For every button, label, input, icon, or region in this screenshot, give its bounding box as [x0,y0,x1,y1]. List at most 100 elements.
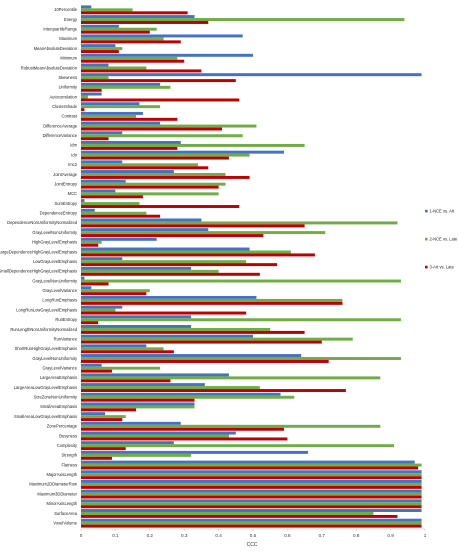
bar-2-21 [81,211,147,215]
bar-3-11 [81,117,178,121]
bar-3-13 [81,137,109,141]
bar-1-50 [81,489,422,493]
bar-2-19 [81,192,219,196]
bar-3-15 [81,156,229,160]
x-tick-label: 0.6 [284,533,291,538]
category-label: GrayLevelVariance [42,365,77,370]
bar-3-51 [81,505,422,509]
legend-swatch-3 [425,265,428,269]
legend-label-2: 2-NCE vs. Late [430,237,458,242]
bar-1-36 [81,354,302,358]
bar-1-24 [81,237,157,241]
category-label: InterquartileRange [43,27,77,32]
bar-2-35 [81,347,164,351]
bar-2-0 [81,8,133,12]
bar-3-46 [81,456,112,460]
bar-2-50 [81,492,422,496]
bar-3-49 [81,485,422,489]
category-label: SumEntropy [54,201,77,206]
x-tick-label: 0.8 [353,533,360,538]
bar-2-44 [81,434,229,438]
bar-3-44 [81,437,288,441]
bar-2-4 [81,47,123,51]
category-label: LongRunEmphasis [42,298,77,303]
bar-2-52 [81,511,374,515]
bar-3-10 [81,108,85,112]
category-label: SizeZoneNonUniformity [34,395,78,400]
bar-2-34 [81,337,353,341]
bar-2-43 [81,424,381,428]
bar-2-16 [81,163,198,167]
x-axis: 0 0.1 0.2 0.3 0.4 0.5 0.6 0.7 0.8 0.9 1 [80,528,427,538]
bar-1-4 [81,44,116,48]
bar-1-32 [81,315,192,319]
bar-1-29 [81,286,92,290]
bar-1-40 [81,392,281,396]
category-label: LongRunLowGrayLevelEmphasis [16,307,77,312]
bar-3-35 [81,350,174,354]
bar-3-17 [81,175,250,179]
category-label: GrayLevelNonUniformity [32,356,78,361]
bar-2-26 [81,260,247,264]
bar-2-33 [81,327,271,331]
bar-2-9 [81,95,88,99]
bar-1-37 [81,363,102,367]
category-label: Energy [64,17,78,22]
category-label: Flatness [62,462,77,467]
bar-3-4 [81,50,119,54]
bar-1-49 [81,479,422,483]
bar-1-16 [81,160,123,164]
bar-2-12 [81,124,257,128]
bar-2-47 [81,463,422,467]
category-label: RunEntropy [55,317,78,322]
bar-2-3 [81,37,164,41]
bar-1-33 [81,325,192,328]
bar-1-22 [81,218,202,222]
bar-2-22 [81,221,398,225]
bar-1-6 [81,63,109,67]
bar-2-39 [81,386,260,390]
bar-1-2 [81,24,119,28]
category-label: Idm [70,143,77,148]
bar-1-53 [81,518,422,522]
bar-1-44 [81,431,236,435]
category-label: Autocorrelation [49,94,77,99]
bar-2-45 [81,444,395,448]
category-labels: 10Percentile Energy InterquartileRange Maxi… [0,7,78,525]
category-label: JointAverage [53,172,78,177]
bar-2-2 [81,27,157,31]
bar-1-27 [81,266,192,270]
category-label: GrayLevelNonUniformity [32,230,78,235]
x-tick-label: 0.9 [387,533,394,538]
bar-3-40 [81,398,195,402]
bar-3-21 [81,214,161,218]
bar-3-20 [81,205,240,208]
bar-1-18 [81,179,126,183]
category-label: GrayLevelNonUniformity [32,278,78,283]
category-label: LowGrayLevelEmphasis [33,259,77,264]
category-label: RobustMeanAbsoluteDeviation [21,65,78,70]
bar-3-42 [81,418,123,422]
category-label: SurfaceArea [54,511,77,516]
bar-1-35 [81,344,147,348]
bar-3-5 [81,59,185,63]
bars-layer [81,5,422,528]
bar-1-0 [81,5,92,9]
bar-2-37 [81,366,161,370]
bar-3-19 [81,195,143,199]
bar-2-1 [81,18,405,22]
bar-2-23 [81,231,326,235]
bar-3-29 [81,292,147,296]
x-tick-label: 0.7 [319,533,326,538]
x-tick-label: 0 [80,533,83,538]
bar-3-38 [81,379,171,383]
bar-1-52 [81,509,422,512]
bar-2-11 [81,114,137,118]
category-label: DependenceEntropy [40,211,78,216]
bar-3-36 [81,359,329,363]
bar-1-41 [81,402,195,406]
category-label: MCC [68,191,77,196]
bar-3-6 [81,69,202,73]
bar-1-23 [81,228,209,232]
